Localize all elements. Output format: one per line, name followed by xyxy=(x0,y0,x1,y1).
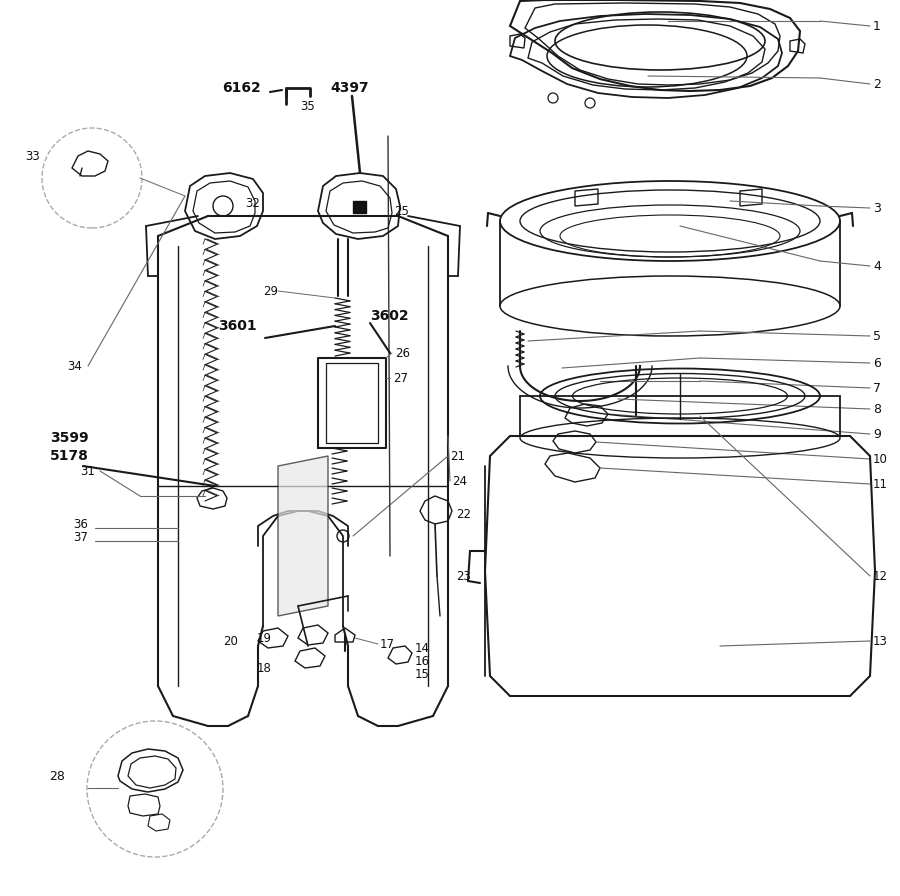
Text: 20: 20 xyxy=(223,634,238,648)
Text: 3599: 3599 xyxy=(50,431,88,445)
Text: 27: 27 xyxy=(393,372,408,384)
Text: 19: 19 xyxy=(257,632,272,644)
Text: 25: 25 xyxy=(394,204,409,218)
Text: 4: 4 xyxy=(873,260,881,272)
Text: 17: 17 xyxy=(380,637,395,650)
Text: 23: 23 xyxy=(456,570,471,582)
Text: 29: 29 xyxy=(263,285,278,297)
Text: 5: 5 xyxy=(873,330,881,342)
Text: 13: 13 xyxy=(873,634,888,648)
Text: 10: 10 xyxy=(873,452,888,466)
Text: 22: 22 xyxy=(456,507,471,521)
Text: 35: 35 xyxy=(300,99,315,113)
Polygon shape xyxy=(278,456,328,616)
Text: 18: 18 xyxy=(257,661,272,675)
Text: 5178: 5178 xyxy=(50,449,89,463)
Text: 6: 6 xyxy=(873,357,881,369)
Text: 3: 3 xyxy=(873,202,881,214)
Text: 16: 16 xyxy=(415,654,430,668)
Text: 15: 15 xyxy=(415,668,430,680)
Text: 2: 2 xyxy=(873,77,881,90)
Text: 7: 7 xyxy=(873,382,881,394)
Text: 24: 24 xyxy=(452,475,467,487)
Text: 4397: 4397 xyxy=(330,81,369,95)
Text: 37: 37 xyxy=(73,530,88,544)
Text: 36: 36 xyxy=(73,518,88,530)
Text: 9: 9 xyxy=(873,427,881,441)
Text: 11: 11 xyxy=(873,478,888,490)
Text: 1: 1 xyxy=(873,20,881,32)
Text: 14: 14 xyxy=(415,642,430,654)
Text: 12: 12 xyxy=(873,570,888,582)
Text: 32: 32 xyxy=(245,196,260,210)
Text: 26: 26 xyxy=(395,347,410,359)
Text: 21: 21 xyxy=(450,450,465,462)
Text: 31: 31 xyxy=(80,464,95,478)
Text: 34: 34 xyxy=(68,359,82,373)
Text: 6162: 6162 xyxy=(222,81,261,95)
Text: 3602: 3602 xyxy=(370,309,409,323)
Text: 33: 33 xyxy=(25,150,40,162)
Text: 28: 28 xyxy=(50,770,65,782)
Text: 8: 8 xyxy=(873,402,881,416)
Text: 3601: 3601 xyxy=(218,319,256,333)
Polygon shape xyxy=(353,201,366,213)
